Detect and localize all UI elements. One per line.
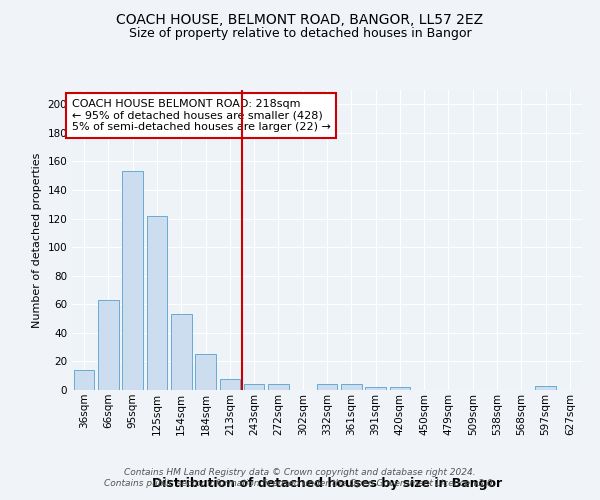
Bar bbox=[122, 172, 143, 390]
Text: Size of property relative to detached houses in Bangor: Size of property relative to detached ho… bbox=[128, 28, 472, 40]
Bar bbox=[535, 386, 556, 390]
Text: COACH HOUSE BELMONT ROAD: 218sqm
← 95% of detached houses are smaller (428)
5% o: COACH HOUSE BELMONT ROAD: 218sqm ← 95% o… bbox=[72, 99, 331, 132]
Bar bbox=[341, 384, 362, 390]
Bar bbox=[220, 378, 240, 390]
Bar bbox=[268, 384, 289, 390]
Bar bbox=[244, 384, 265, 390]
Bar bbox=[171, 314, 191, 390]
Bar bbox=[74, 370, 94, 390]
Text: Contains HM Land Registry data © Crown copyright and database right 2024.
Contai: Contains HM Land Registry data © Crown c… bbox=[104, 468, 496, 487]
Bar bbox=[146, 216, 167, 390]
Bar bbox=[195, 354, 216, 390]
Bar bbox=[98, 300, 119, 390]
Bar bbox=[317, 384, 337, 390]
Bar bbox=[389, 387, 410, 390]
X-axis label: Distribution of detached houses by size in Bangor: Distribution of detached houses by size … bbox=[152, 476, 502, 490]
Bar bbox=[365, 387, 386, 390]
Text: COACH HOUSE, BELMONT ROAD, BANGOR, LL57 2EZ: COACH HOUSE, BELMONT ROAD, BANGOR, LL57 … bbox=[116, 12, 484, 26]
Y-axis label: Number of detached properties: Number of detached properties bbox=[32, 152, 42, 328]
